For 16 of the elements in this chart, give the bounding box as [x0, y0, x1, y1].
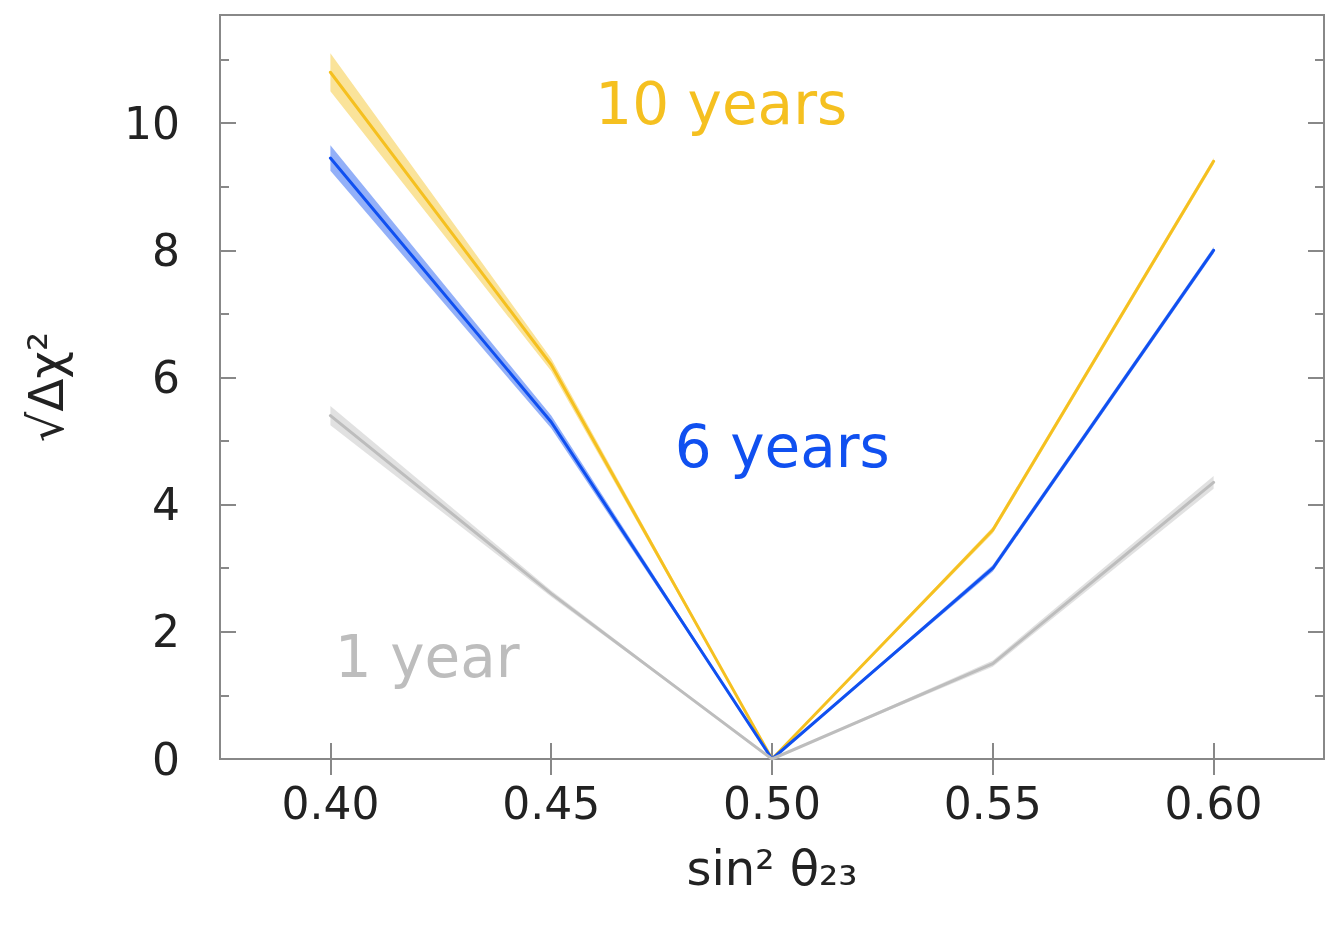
- x-tick-label: 0.60: [1164, 777, 1263, 829]
- x-tick-label: 0.55: [943, 777, 1042, 829]
- x-axis-title: sin² θ₂₃: [686, 840, 858, 896]
- series-label: 1 year: [334, 623, 520, 692]
- y-axis-title: √Δχ²: [18, 331, 74, 443]
- y-tick-label: 10: [124, 97, 180, 149]
- y-tick-label: 6: [152, 351, 180, 403]
- y-tick-label: 2: [152, 606, 180, 658]
- y-tick-label: 8: [152, 224, 180, 276]
- x-tick-label: 0.50: [723, 777, 821, 829]
- x-tick-label: 0.45: [502, 777, 601, 829]
- text: 10 years: [595, 70, 848, 139]
- y-tick-label: 4: [152, 479, 180, 531]
- series-label: 6 years: [674, 413, 890, 482]
- y-tick-label: 0: [152, 733, 180, 785]
- x-tick-label: 0.40: [281, 777, 380, 829]
